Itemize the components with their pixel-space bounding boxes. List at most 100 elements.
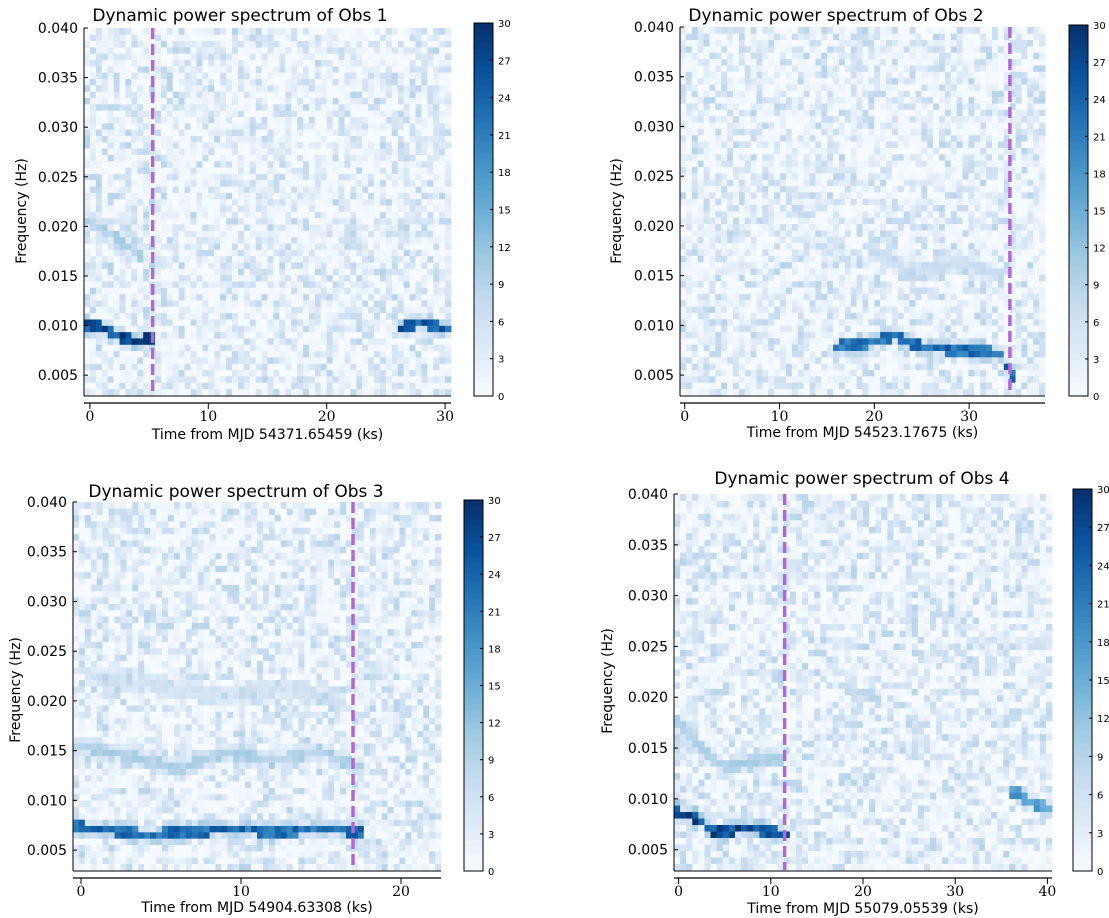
heatmap-cell — [356, 382, 363, 390]
heatmap-cell — [709, 147, 716, 155]
heatmap-cell — [385, 255, 393, 263]
heatmap-cell — [774, 211, 781, 218]
heatmap-cell — [797, 109, 805, 117]
heatmap-cell — [255, 306, 262, 314]
heatmap-cell — [155, 72, 162, 80]
heatmap-cell — [768, 198, 775, 206]
heatmap-cell — [166, 186, 174, 193]
heatmap-cell — [427, 211, 434, 219]
heatmap-cell — [803, 217, 810, 225]
heatmap-cell — [285, 262, 292, 269]
heatmap-cell — [143, 167, 150, 174]
heatmap-cell — [196, 376, 203, 383]
heatmap-cell — [803, 134, 810, 142]
heatmap-cell — [397, 65, 405, 73]
heatmap-cell — [178, 268, 186, 276]
heatmap-cell — [803, 160, 810, 167]
heatmap-cell — [727, 280, 734, 288]
heatmap-cell — [397, 141, 405, 149]
heatmap-cell — [285, 344, 292, 352]
heatmap-cell — [255, 78, 262, 86]
heatmap-cell — [439, 160, 446, 168]
heatmap-cell — [155, 84, 162, 92]
heatmap-cell — [768, 318, 775, 326]
heatmap-cell — [350, 97, 357, 105]
heatmap-cell — [797, 255, 805, 263]
heatmap-cell — [190, 78, 197, 86]
heatmap-cell — [350, 369, 357, 377]
heatmap-cell — [131, 205, 138, 212]
heatmap-cell — [332, 28, 339, 35]
heatmap-cell — [433, 255, 440, 263]
heatmap-cell — [314, 217, 322, 225]
heatmap-cell — [680, 312, 687, 320]
colorbar-tick-label: 21 — [498, 131, 511, 142]
heatmap-cell — [143, 224, 150, 231]
heatmap-cell — [326, 40, 334, 48]
heatmap-cell — [709, 115, 716, 123]
heatmap-cell — [208, 40, 215, 48]
heatmap-cell — [791, 172, 799, 180]
heatmap-cell — [785, 103, 793, 110]
heatmap-cell — [326, 160, 334, 168]
heatmap-cell — [113, 167, 120, 174]
heatmap-cell — [155, 376, 162, 383]
heatmap-cell — [291, 91, 298, 99]
heatmap-cell — [680, 230, 687, 237]
heatmap-cell — [685, 90, 693, 98]
heatmap-cell — [803, 325, 810, 332]
heatmap-cell — [214, 382, 221, 390]
heatmap-cell — [119, 135, 126, 143]
heatmap-cell — [415, 28, 422, 35]
heatmap-cell — [750, 160, 757, 167]
heatmap-cell — [338, 53, 345, 61]
heatmap-cell — [226, 46, 233, 54]
heatmap-cell — [184, 357, 191, 364]
heatmap-cell — [273, 312, 280, 320]
heatmap-cell — [403, 65, 410, 73]
heatmap-cell — [155, 344, 162, 352]
heatmap-cell — [344, 78, 351, 86]
heatmap-cell — [397, 281, 405, 288]
heatmap-cell — [285, 167, 292, 174]
heatmap-cell — [166, 217, 174, 225]
heatmap-cell — [427, 53, 434, 61]
heatmap-cell — [202, 192, 209, 200]
heatmap-cell — [797, 191, 805, 199]
heatmap-cell — [214, 357, 221, 364]
heatmap-cell — [314, 224, 322, 231]
heatmap-cell — [374, 350, 381, 358]
heatmap-cell — [785, 179, 793, 187]
heatmap-cell — [143, 262, 150, 269]
heatmap-cell — [338, 350, 345, 358]
heatmap-cell — [709, 122, 716, 129]
heatmap-cell — [155, 243, 162, 250]
heatmap-cell — [445, 192, 452, 200]
heatmap-cell — [291, 262, 298, 269]
heatmap-cell — [314, 249, 322, 257]
heatmap-cell — [362, 376, 369, 383]
heatmap-cell — [445, 40, 452, 48]
heatmap-cell — [125, 34, 132, 42]
heatmap-cell — [791, 287, 799, 294]
heatmap-cell — [107, 217, 114, 225]
heatmap-cell — [385, 262, 393, 269]
heatmap-cell — [314, 65, 322, 73]
heatmap-cell — [445, 34, 452, 42]
heatmap-cell — [744, 122, 752, 129]
heatmap-cell — [691, 147, 699, 155]
heatmap-cell — [143, 103, 150, 111]
heatmap-cell — [332, 84, 339, 92]
heatmap-cell — [149, 230, 156, 238]
heatmap-cell — [680, 236, 687, 244]
heatmap-cell — [433, 338, 440, 345]
heatmap-cell — [750, 103, 757, 110]
heatmap-cell — [249, 167, 257, 174]
heatmap-cell — [762, 350, 769, 358]
heatmap-cell — [320, 78, 328, 86]
heatmap-cell — [415, 110, 422, 117]
heatmap-cell — [785, 217, 793, 225]
heatmap-cell — [84, 306, 91, 314]
heatmap-cell — [131, 186, 138, 193]
heatmap-cell — [249, 350, 257, 358]
